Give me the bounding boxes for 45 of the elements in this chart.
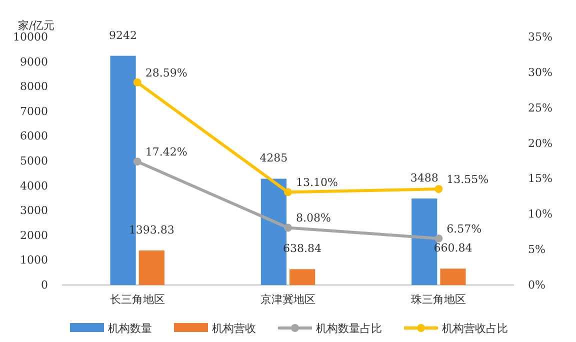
y-tick-label: 2000 — [20, 228, 48, 242]
bar — [138, 250, 164, 285]
y-tick-label: 8000 — [20, 80, 48, 94]
y-tick-label: 10000 — [13, 30, 48, 44]
y-tick-label: 3000 — [20, 204, 48, 218]
y-tick-label: 5000 — [20, 154, 48, 168]
y-tick-label: 6000 — [20, 130, 48, 143]
point — [133, 158, 142, 166]
legend-label: 机构数量 — [108, 322, 152, 335]
y2-tick-label: 30% — [528, 66, 552, 79]
x-tick-label: 京津冀地区 — [260, 292, 316, 306]
x-tick-label: 珠三角地区 — [411, 292, 466, 306]
y-tick-label: 1000 — [20, 254, 48, 267]
y2-tick-label: 25% — [528, 101, 552, 114]
data-label: 4285 — [260, 152, 288, 165]
point — [434, 234, 443, 242]
y-tick-label: 9000 — [20, 55, 48, 68]
legend-label: 机构营收占比 — [442, 322, 508, 335]
y-axis-title: 家/亿元 — [18, 19, 55, 32]
y-tick-label: 0 — [41, 278, 48, 292]
y-tick-label: 4000 — [20, 179, 48, 192]
y2-tick-label: 15% — [528, 172, 552, 186]
point — [284, 188, 292, 196]
y2-tick-label: 0% — [528, 278, 546, 292]
data-label: 9242 — [109, 28, 138, 42]
data-label: 6.57% — [446, 222, 482, 236]
data-label: 28.59% — [145, 66, 188, 80]
data-label: 8.08% — [296, 212, 331, 225]
point — [133, 78, 142, 86]
x-tick-label: 长三角地区 — [110, 292, 165, 306]
point — [434, 184, 443, 193]
y-tick-label: 7000 — [20, 104, 48, 118]
y2-tick-label: 20% — [528, 136, 552, 150]
y2-tick-label: 5% — [528, 243, 546, 256]
point — [284, 224, 292, 232]
legend-label: 机构营收 — [212, 322, 256, 335]
bar — [290, 269, 316, 285]
y2-tick-label: 35% — [528, 30, 552, 44]
bar — [440, 268, 466, 285]
data-label: 13.10% — [296, 176, 338, 190]
data-label: 13.55% — [446, 172, 489, 186]
data-label: 17.42% — [145, 146, 188, 159]
data-label: 3488 — [410, 172, 438, 184]
y2-tick-label: 10% — [528, 208, 552, 221]
legend-label: 机构数量占比 — [316, 322, 382, 335]
